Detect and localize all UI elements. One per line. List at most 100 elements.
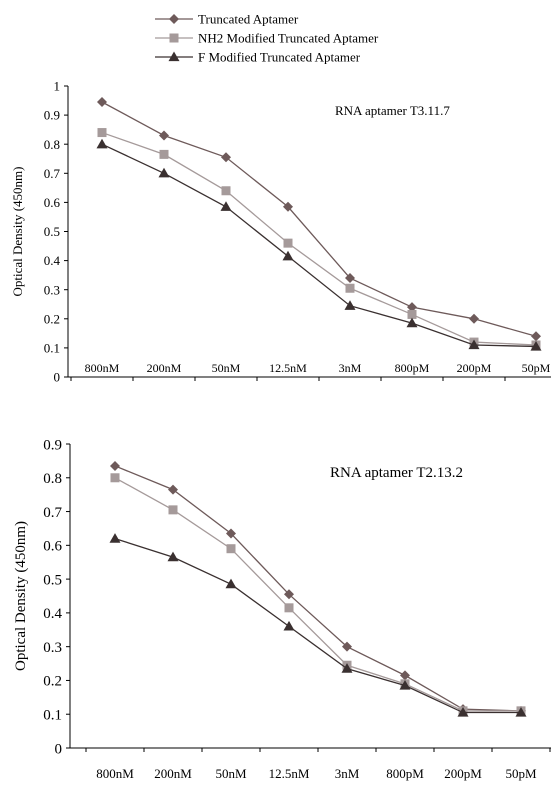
y-tick-label: 0.4	[43, 606, 62, 622]
data-point-diamond-icon	[400, 670, 410, 681]
x-tick-label-12-5nm: 12.5nM	[269, 361, 307, 375]
data-point-diamond-icon	[283, 201, 293, 212]
legend-marker-diamond-icon	[169, 14, 179, 24]
y-tick-label: 0.1	[43, 707, 62, 723]
data-point-square-icon	[159, 149, 169, 159]
data-point-triangle-icon	[109, 533, 121, 543]
data-point-triangle-icon	[341, 663, 353, 673]
data-point-square-icon	[97, 128, 107, 138]
y-tick-label: 0.8	[44, 137, 60, 152]
data-point-triangle-icon	[282, 250, 294, 261]
data-point-square-icon	[407, 309, 417, 319]
x-tick-label-3nm: 3nM	[339, 361, 362, 375]
x-tick-label-50nm: 50nM	[215, 766, 247, 781]
data-point-square-icon	[284, 603, 294, 613]
legend-label: F Modified Truncated Aptamer	[198, 50, 361, 65]
data-point-triangle-icon	[406, 317, 418, 328]
x-tick-label-800nm: 800nM	[85, 361, 120, 375]
y-tick-label: 0.2	[44, 311, 60, 326]
series-line	[114, 465, 522, 712]
series-line	[114, 477, 521, 712]
y-tick-label: 0.9	[44, 108, 60, 123]
series-truncated-aptamer	[110, 460, 526, 716]
x-tick-label-3nm: 3nM	[335, 766, 360, 781]
legend-marker-triangle-icon	[168, 51, 180, 62]
y-tick-label: 0.7	[43, 505, 62, 521]
chart-title: RNA aptamer T3.11.7	[335, 103, 450, 118]
y-tick-label: 0.3	[43, 640, 62, 656]
y-tick-label: 0	[55, 741, 63, 757]
legend-item-nh2-modified-truncated-aptamer: NH2 Modified Truncated Aptamer	[155, 31, 379, 46]
y-tick-label: 0.3	[44, 282, 60, 297]
data-point-diamond-icon	[110, 460, 120, 471]
x-tick-label-200pm: 200pM	[457, 361, 492, 375]
data-point-triangle-icon	[158, 167, 170, 178]
series-nh2-modified-truncated-aptamer	[110, 473, 526, 716]
data-point-diamond-icon	[168, 484, 178, 495]
y-tick-label: 0	[54, 370, 61, 385]
y-tick-label: 0.4	[44, 253, 61, 268]
legend-marker-square-icon	[169, 33, 179, 43]
y-tick-label: 0.5	[43, 572, 62, 588]
y-tick-label: 1	[54, 79, 61, 94]
x-tick-label-800nm: 800nM	[96, 766, 134, 781]
x-tick-label-200nm: 200nM	[154, 766, 192, 781]
series-line	[101, 143, 537, 348]
x-tick-label-50pm: 50pM	[505, 766, 537, 781]
legend-item-truncated-aptamer: Truncated Aptamer	[155, 12, 299, 27]
data-point-square-icon	[168, 505, 178, 515]
series-f-modified-truncated-aptamer	[109, 533, 527, 717]
data-point-square-icon	[221, 186, 231, 196]
data-point-diamond-icon	[221, 152, 231, 163]
data-point-triangle-icon	[96, 138, 108, 149]
legend: Truncated Aptamer NH2 Modified Truncated …	[155, 12, 379, 65]
data-point-square-icon	[226, 544, 236, 554]
data-point-diamond-icon	[469, 313, 479, 324]
data-point-triangle-icon	[399, 680, 411, 690]
data-point-square-icon	[110, 473, 120, 483]
legend-label: Truncated Aptamer	[198, 12, 299, 27]
data-point-diamond-icon	[284, 589, 294, 600]
data-point-triangle-icon	[530, 340, 542, 351]
y-tick-label: 0.8	[43, 471, 62, 487]
data-point-diamond-icon	[159, 130, 169, 141]
data-point-triangle-icon	[225, 578, 237, 589]
data-point-triangle-icon	[468, 339, 480, 350]
data-point-triangle-icon	[457, 707, 469, 717]
data-point-diamond-icon	[531, 331, 541, 342]
legend-item-f-modified-truncated-aptamer: F Modified Truncated Aptamer	[155, 50, 361, 65]
data-point-triangle-icon	[515, 707, 527, 717]
data-point-square-icon	[345, 283, 355, 293]
data-point-triangle-icon	[167, 551, 179, 562]
x-tick-label-200nm: 200nM	[147, 361, 182, 375]
chart-top: 0 0.1 0.2 0.3 0.4 0.5 0.6 0.7 0.8 0.9 1 800nM 200nM 5…	[10, 79, 551, 385]
data-point-diamond-icon	[97, 97, 107, 108]
series-line	[101, 101, 537, 337]
chart-bottom: 0 0.1 0.2 0.3 0.4 0.5 0.6 0.7 0.8 0.9 800nM 200nM 50…	[13, 437, 551, 781]
chart-title: RNA aptamer T2.13.2	[330, 465, 463, 481]
series-truncated-aptamer	[97, 97, 541, 342]
y-tick-label: 0.6	[44, 195, 61, 210]
x-tick-label-800pm: 800pM	[386, 766, 424, 781]
data-point-square-icon	[283, 238, 293, 248]
x-tick-label-50nm: 50nM	[212, 361, 241, 375]
y-axis-label: Optical Density (450nm)	[13, 521, 29, 671]
y-tick-label: 0.9	[43, 437, 62, 453]
legend-label: NH2 Modified Truncated Aptamer	[198, 31, 379, 46]
data-point-triangle-icon	[344, 300, 356, 310]
y-tick-label: 0.1	[44, 340, 60, 355]
data-point-diamond-icon	[226, 528, 236, 539]
series-line	[114, 537, 521, 714]
data-point-diamond-icon	[345, 273, 355, 284]
data-point-triangle-icon	[283, 620, 295, 631]
series-line	[101, 131, 537, 346]
x-tick-label-200pm: 200pM	[444, 766, 482, 781]
x-tick-label-50pm: 50pM	[522, 361, 551, 375]
y-axis-label: Optical Density (450nm)	[10, 167, 25, 297]
y-tick-label: 0.6	[43, 539, 62, 555]
series-f-modified-truncated-aptamer	[96, 138, 542, 351]
data-point-triangle-icon	[220, 201, 232, 211]
y-tick-label: 0.5	[44, 224, 60, 239]
